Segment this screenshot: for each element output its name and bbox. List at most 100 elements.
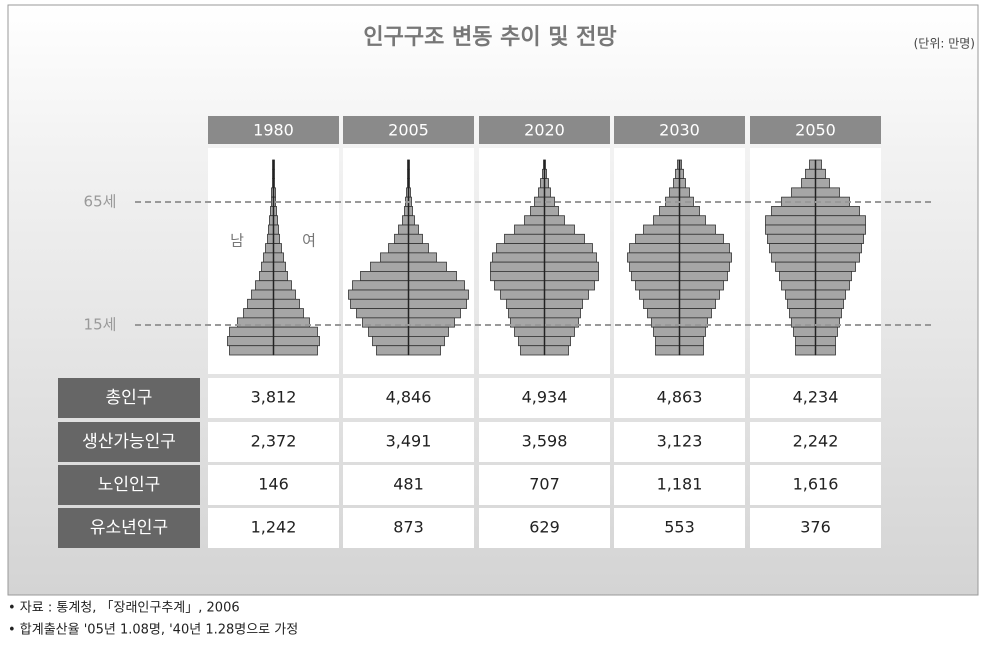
female-bar xyxy=(544,336,571,347)
year-header xyxy=(614,116,745,144)
female-bar xyxy=(544,187,551,198)
year-header xyxy=(208,116,339,144)
female-bar xyxy=(679,224,716,235)
female-bar xyxy=(408,271,457,282)
title: 인구구조 변동 추이 및 전망 xyxy=(363,25,616,50)
male-bar xyxy=(647,308,680,319)
value-cell xyxy=(614,465,745,505)
female-bar xyxy=(408,224,419,235)
male-bar xyxy=(263,252,274,263)
sex-label: 남 xyxy=(230,232,244,250)
row-label-cell xyxy=(58,422,200,462)
note: • 합계출산율 '05년 1.08명, '40년 1.28명으로 가정 xyxy=(8,623,298,638)
male-bar xyxy=(791,187,816,198)
female-bar xyxy=(679,317,708,328)
female-bar xyxy=(815,159,822,170)
male-bar xyxy=(795,345,816,356)
male-bar xyxy=(267,233,274,244)
female-bar xyxy=(679,308,712,319)
year-header xyxy=(343,116,474,144)
male-bar xyxy=(655,345,680,356)
male-bar xyxy=(376,345,409,356)
age-label: 65세 xyxy=(84,193,117,211)
female-bar xyxy=(815,215,866,226)
female-bar xyxy=(815,271,852,282)
male-bar xyxy=(368,326,409,337)
value-cell xyxy=(750,422,881,462)
value-cell xyxy=(343,465,474,505)
value-cell xyxy=(750,378,881,418)
value-cell xyxy=(614,378,745,418)
female-bar xyxy=(815,308,842,319)
year-label: 2050 xyxy=(795,121,836,140)
male-bar xyxy=(229,326,274,337)
cell-value: 707 xyxy=(529,475,560,494)
year-label: 2005 xyxy=(388,121,429,140)
male-bar xyxy=(247,298,274,309)
female-bar xyxy=(679,233,724,244)
female-bar xyxy=(273,233,280,244)
male-bar xyxy=(765,224,816,235)
cell-value: 553 xyxy=(664,518,695,537)
male-bar xyxy=(809,159,816,170)
male-bar xyxy=(538,187,545,198)
value-cell xyxy=(208,508,339,548)
row-label-cell xyxy=(58,508,200,548)
female-bar xyxy=(679,289,720,300)
female-bar xyxy=(679,261,730,272)
male-bar xyxy=(627,252,680,263)
male-bar xyxy=(496,243,545,254)
male-bar xyxy=(795,336,816,347)
female-bar xyxy=(273,336,320,347)
value-cell xyxy=(343,508,474,548)
male-bar xyxy=(769,243,816,254)
male-bar xyxy=(500,289,545,300)
male-bar xyxy=(494,280,545,291)
sex-label: 여 xyxy=(302,232,316,250)
value-cell xyxy=(343,422,474,462)
cell-value: 1,242 xyxy=(251,518,297,537)
male-bar xyxy=(787,298,816,309)
year-label: 2030 xyxy=(659,121,700,140)
cell-value: 3,598 xyxy=(522,432,568,451)
female-bar xyxy=(408,233,423,244)
female-bar xyxy=(408,243,429,254)
female-bar xyxy=(815,280,850,291)
male-bar xyxy=(506,298,545,309)
female-bar xyxy=(679,336,704,347)
female-bar xyxy=(544,233,585,244)
value-cell xyxy=(208,422,339,462)
male-bar xyxy=(520,345,545,356)
male-bar xyxy=(765,215,816,226)
row-label: 노인인구 xyxy=(98,475,161,495)
value-cell xyxy=(479,378,610,418)
cell-value: 4,846 xyxy=(386,388,432,407)
male-bar xyxy=(779,271,816,282)
female-bar xyxy=(408,280,465,291)
female-bar xyxy=(544,326,575,337)
female-bar xyxy=(815,178,830,189)
male-bar xyxy=(243,308,274,319)
male-bar xyxy=(635,280,680,291)
cell-value: 2,242 xyxy=(793,432,839,451)
unit: (단위: 만명) xyxy=(914,37,975,51)
cell-value: 2,372 xyxy=(251,432,297,451)
cell-value: 376 xyxy=(800,518,831,537)
female-bar xyxy=(544,280,595,291)
female-bar xyxy=(679,326,706,337)
male-bar xyxy=(265,243,274,254)
male-bar xyxy=(514,326,545,337)
male-bar xyxy=(530,206,545,217)
male-bar xyxy=(348,289,409,300)
female-bar xyxy=(273,326,318,337)
male-bar xyxy=(352,280,409,291)
female-bar xyxy=(679,178,686,189)
female-bar xyxy=(815,168,826,179)
female-bar xyxy=(815,298,844,309)
female-bar xyxy=(273,243,282,254)
row-label-cell xyxy=(58,378,200,418)
female-bar xyxy=(544,224,575,235)
male-bar xyxy=(490,271,545,282)
female-bar xyxy=(815,345,836,356)
female-bar xyxy=(408,252,437,263)
